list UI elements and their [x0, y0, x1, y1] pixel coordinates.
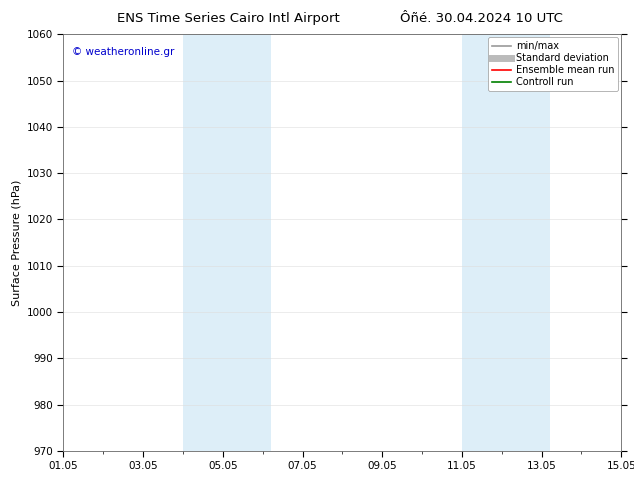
Text: ENS Time Series Cairo Intl Airport: ENS Time Series Cairo Intl Airport — [117, 12, 340, 25]
Text: © weatheronline.gr: © weatheronline.gr — [72, 47, 174, 57]
Legend: min/max, Standard deviation, Ensemble mean run, Controll run: min/max, Standard deviation, Ensemble me… — [488, 37, 618, 91]
Text: Ôñé. 30.04.2024 10 UTC: Ôñé. 30.04.2024 10 UTC — [401, 12, 563, 25]
Bar — [462, 34, 550, 451]
Y-axis label: Surface Pressure (hPa): Surface Pressure (hPa) — [11, 179, 21, 306]
Bar — [183, 34, 271, 451]
